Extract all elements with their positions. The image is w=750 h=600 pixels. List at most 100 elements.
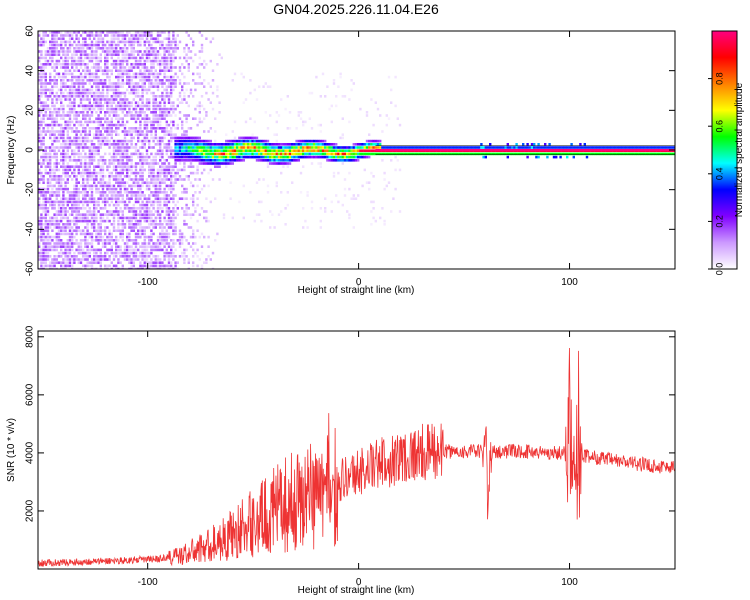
heatmap-cell <box>82 75 85 79</box>
heatmap-cell <box>53 149 56 152</box>
heatmap-cell <box>189 235 193 239</box>
heatmap-cell <box>82 123 85 127</box>
heatmap-cell <box>471 146 474 149</box>
heatmap-cell <box>55 98 58 101</box>
heatmap-cell <box>121 53 124 56</box>
heatmap-cell <box>401 152 404 156</box>
heatmap-cell <box>99 82 102 85</box>
heatmap-cell <box>77 82 80 85</box>
heatmap-cell <box>104 258 107 261</box>
heatmap-cell <box>44 31 47 34</box>
heatmap-cell <box>249 91 252 95</box>
heatmap-cell <box>137 255 140 258</box>
heatmap-cell <box>156 207 160 210</box>
heatmap-cell <box>112 175 116 178</box>
heatmap-cell <box>194 117 197 120</box>
heatmap-cell <box>198 72 201 76</box>
heatmap-cell <box>97 85 100 88</box>
heatmap-cell <box>99 178 102 181</box>
heatmap-cell <box>359 143 362 146</box>
heatmap-cell <box>530 146 534 149</box>
heatmap-cell <box>117 53 120 56</box>
heatmap-cell <box>612 152 615 156</box>
heatmap-cell <box>181 133 184 136</box>
heatmap-cell <box>242 152 245 156</box>
heatmap-cell <box>75 178 78 181</box>
heatmap-cell <box>106 210 109 213</box>
heatmap-cell <box>165 75 168 79</box>
heatmap-cell <box>62 82 65 85</box>
heatmap-cell <box>280 162 283 165</box>
heatmap-cell <box>148 120 151 124</box>
heatmap-cell <box>277 114 281 117</box>
heatmap-cell <box>86 69 89 72</box>
heatmap-cell <box>319 152 322 156</box>
heatmap-cell <box>106 127 109 130</box>
heatmap-cell <box>196 178 199 181</box>
heatmap-cell <box>40 50 43 53</box>
heatmap-cell <box>51 133 54 136</box>
heatmap-cell <box>55 216 58 220</box>
heatmap-cell <box>51 98 54 101</box>
heatmap-cell <box>189 37 193 40</box>
heatmap-cell <box>90 159 94 162</box>
heatmap-cell <box>106 139 109 143</box>
heatmap-cell <box>163 127 166 130</box>
heatmap-cell <box>95 149 98 152</box>
heatmap-cell <box>49 53 52 56</box>
heatmap-cell <box>150 229 153 232</box>
heatmap-cell <box>126 255 129 258</box>
heatmap-cell <box>55 223 58 226</box>
heatmap-cell <box>163 56 166 60</box>
heatmap-cell <box>40 155 43 159</box>
heatmap-cell <box>159 143 162 146</box>
heatmap-cell <box>128 43 131 47</box>
heatmap-cell <box>310 162 314 165</box>
heatmap-cell <box>64 75 67 79</box>
heatmap-cell <box>51 200 54 204</box>
heatmap-cell <box>126 88 129 92</box>
heatmap-cell <box>134 152 138 156</box>
heatmap-cell <box>106 40 109 44</box>
heatmap-cell <box>139 159 142 162</box>
heatmap-cell <box>128 258 131 261</box>
heatmap-cell <box>95 101 98 104</box>
heatmap-cell <box>82 248 85 252</box>
heatmap-cell <box>159 187 162 191</box>
heatmap-cell <box>71 255 74 258</box>
heatmap-cell <box>42 178 45 181</box>
heatmap-cell <box>99 191 102 194</box>
heatmap-cell <box>121 229 124 232</box>
heatmap-cell <box>170 47 173 50</box>
heatmap-cell <box>101 117 105 120</box>
heatmap-cell <box>284 155 287 159</box>
heatmap-cell <box>203 155 206 159</box>
heatmap-cell <box>154 98 157 101</box>
heatmap-cell <box>141 168 144 172</box>
heatmap-cell <box>121 267 124 269</box>
heatmap-cell <box>403 146 406 149</box>
heatmap-cell <box>167 207 171 210</box>
heatmap-cell <box>75 127 78 130</box>
heatmap-cell <box>515 152 518 156</box>
heatmap-cell <box>174 114 177 117</box>
heatmap-cell <box>152 155 155 159</box>
heatmap-cell <box>112 152 116 156</box>
heatmap-cell <box>55 111 58 114</box>
heatmap-cell <box>150 59 153 63</box>
heatmap-cell <box>165 111 168 114</box>
heatmap-cell <box>68 197 72 200</box>
heatmap-cell <box>115 31 118 34</box>
heatmap-cell <box>44 223 47 226</box>
heatmap-cell <box>145 197 149 200</box>
heatmap-cell <box>51 139 54 143</box>
heatmap-cell <box>156 37 160 40</box>
heatmap-cell <box>49 181 52 184</box>
heatmap-cell <box>264 143 267 146</box>
heatmap-cell <box>165 229 168 232</box>
heatmap-cell <box>101 85 105 88</box>
heatmap-cell <box>79 88 83 92</box>
heatmap-cell <box>64 95 67 98</box>
heatmap-cell <box>176 159 179 162</box>
heatmap-cell <box>233 120 237 124</box>
